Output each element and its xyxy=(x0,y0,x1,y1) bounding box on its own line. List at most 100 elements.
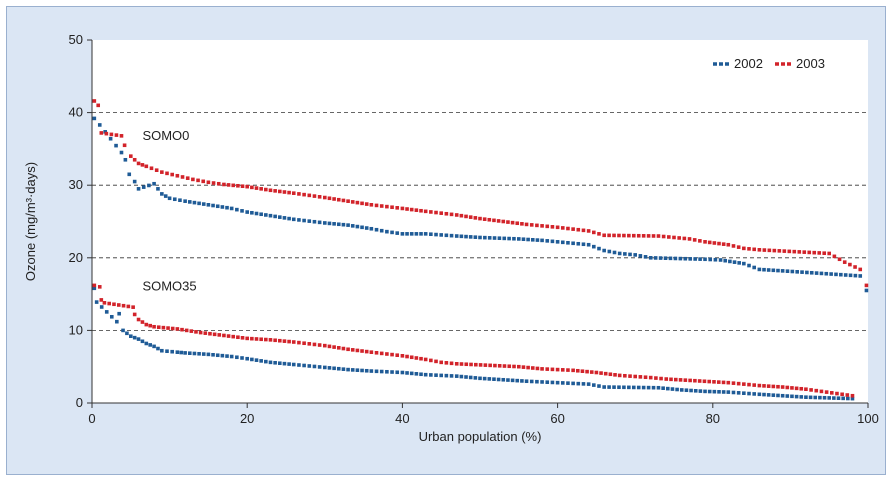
data-point xyxy=(656,385,661,390)
data-point xyxy=(678,256,683,261)
data-point xyxy=(762,267,766,272)
data-point xyxy=(612,233,616,238)
data-point xyxy=(332,366,336,371)
data-point xyxy=(419,208,423,213)
data-point xyxy=(817,251,822,255)
data-point xyxy=(501,377,506,382)
data-point xyxy=(395,231,400,235)
data-point xyxy=(757,383,762,388)
data-point xyxy=(231,334,236,339)
data-point xyxy=(327,196,332,201)
data-point xyxy=(535,379,539,384)
data-point xyxy=(323,343,327,348)
data-point xyxy=(346,347,350,352)
data-point xyxy=(405,354,409,359)
axes xyxy=(91,40,868,404)
data-point xyxy=(327,221,332,226)
data-point xyxy=(297,218,301,222)
data-point xyxy=(651,234,656,238)
data-point xyxy=(291,340,296,344)
data-point xyxy=(718,258,723,262)
data-point xyxy=(355,368,360,372)
data-point xyxy=(496,377,501,382)
data-point xyxy=(170,172,174,177)
data-point xyxy=(540,367,544,371)
data-point xyxy=(297,192,301,196)
data-point xyxy=(346,367,350,372)
data-point xyxy=(726,380,731,385)
data-point xyxy=(395,206,400,210)
data-point xyxy=(602,385,606,389)
data-point xyxy=(327,344,332,349)
data-point xyxy=(175,173,180,178)
data-point xyxy=(790,386,794,390)
data-point xyxy=(273,214,277,219)
data-point xyxy=(787,249,792,254)
data-point xyxy=(152,181,156,186)
data-point xyxy=(409,232,414,236)
data-point xyxy=(493,363,497,368)
data-point xyxy=(766,384,771,388)
data-point xyxy=(220,353,225,358)
data-point xyxy=(215,204,220,209)
data-point xyxy=(104,131,109,136)
data-point xyxy=(782,249,787,253)
data-point xyxy=(659,376,663,381)
data-point xyxy=(483,363,488,367)
data-point xyxy=(777,249,782,253)
data-point xyxy=(776,268,780,273)
data-point xyxy=(612,250,617,255)
data-point xyxy=(129,334,133,339)
data-point xyxy=(364,202,369,206)
data-point xyxy=(478,376,482,381)
data-point xyxy=(488,363,492,368)
data-point xyxy=(510,378,515,383)
data-point xyxy=(594,370,599,375)
data-point xyxy=(540,224,544,228)
data-point xyxy=(571,241,575,246)
data-point xyxy=(201,202,206,206)
data-point xyxy=(449,374,454,378)
data-point xyxy=(123,157,128,162)
data-point xyxy=(240,336,245,340)
data-point xyxy=(581,382,586,386)
data-point xyxy=(836,396,841,401)
data-point xyxy=(390,352,394,357)
data-point xyxy=(737,261,741,265)
data-point xyxy=(785,385,790,390)
data-point xyxy=(336,366,341,371)
data-point xyxy=(259,187,263,191)
data-point xyxy=(385,369,389,374)
data-point xyxy=(201,179,206,184)
data-point xyxy=(132,335,137,340)
data-point xyxy=(277,215,282,219)
data-point xyxy=(395,353,400,358)
data-point xyxy=(225,205,229,210)
data-point xyxy=(837,257,842,262)
data-point xyxy=(678,378,683,382)
data-point xyxy=(449,233,454,238)
data-point xyxy=(166,326,170,330)
data-point xyxy=(794,386,799,391)
data-point xyxy=(346,223,350,227)
data-point xyxy=(651,385,656,390)
data-point xyxy=(586,382,591,386)
data-point xyxy=(211,203,215,208)
data-point xyxy=(794,394,799,399)
data-point xyxy=(627,385,631,390)
data-point xyxy=(824,390,829,394)
data-point xyxy=(208,331,212,336)
data-point xyxy=(599,371,603,375)
data-point xyxy=(545,367,550,371)
data-point xyxy=(287,216,291,221)
series-somo0-2002 xyxy=(92,116,869,293)
data-point xyxy=(291,362,296,367)
data-point xyxy=(638,254,643,258)
data-point xyxy=(379,351,384,356)
data-point xyxy=(439,233,443,237)
data-point xyxy=(409,207,414,212)
data-point xyxy=(187,351,192,355)
data-point xyxy=(628,252,632,257)
data-point xyxy=(170,349,174,354)
data-point xyxy=(423,209,428,214)
